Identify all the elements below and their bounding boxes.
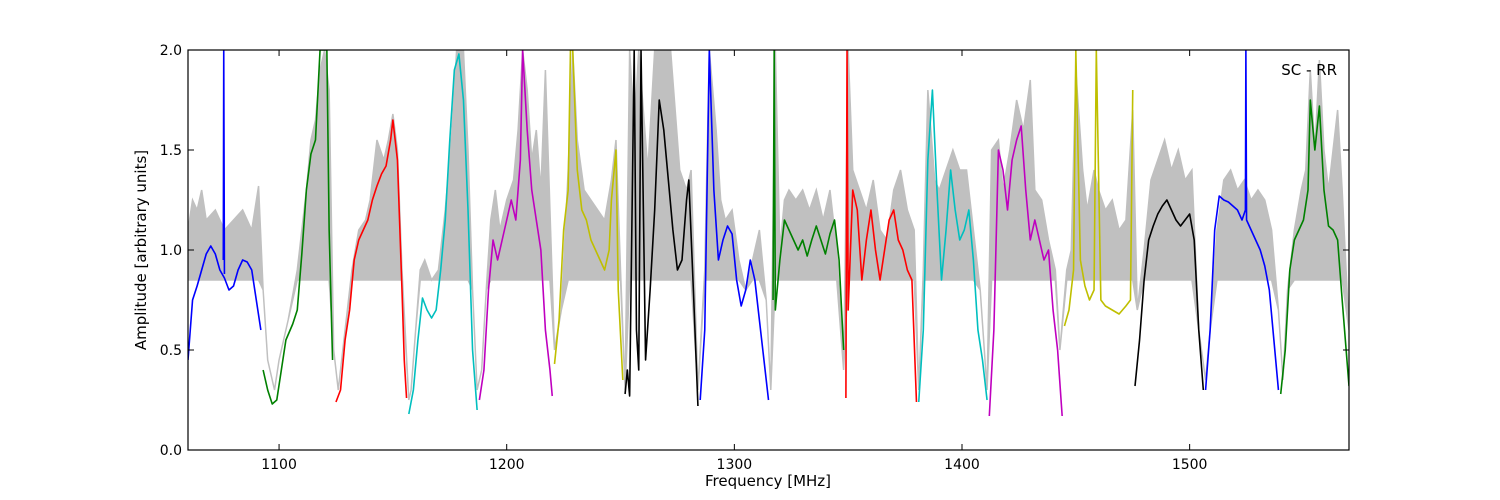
- series-line-0: [188, 245, 262, 361]
- series-line-2: [262, 50, 334, 405]
- y-tick-label-1: 0.5: [160, 343, 182, 359]
- x-axis-label: Frequency [MHz]: [705, 472, 831, 490]
- y-axis: 0.0 0.5 1.0 1.5 2.0: [160, 43, 1349, 459]
- y-axis-label: Amplitude [arbitrary units]: [132, 150, 150, 350]
- x-axis: 1100 1200 1300 1400 1500: [261, 50, 1207, 473]
- x-tick-label-4: 1500: [1172, 457, 1208, 473]
- x-tick-label-3: 1400: [944, 457, 980, 473]
- series-line-7: [624, 50, 699, 407]
- series-line-1: [222, 50, 226, 275]
- x-tick-label-1: 1200: [489, 457, 525, 473]
- raw-envelope: [188, 50, 1349, 401]
- series-line-4: [408, 53, 478, 415]
- series-line-3: [335, 119, 408, 403]
- series-line-13: [1063, 50, 1134, 327]
- series-line-8: [699, 50, 770, 401]
- series-line-14: [1134, 199, 1205, 391]
- series-line-12: [988, 125, 1063, 417]
- series-line-16: [1279, 99, 1349, 395]
- series-line-10: [845, 50, 918, 403]
- x-tick-label-2: 1300: [717, 457, 753, 473]
- plot-area: [188, 50, 1349, 417]
- series-line-9: [772, 50, 845, 351]
- series-line-6: [553, 50, 624, 381]
- series-line-11: [917, 89, 988, 403]
- y-tick-label-4: 2.0: [160, 43, 182, 59]
- y-tick-label-3: 1.5: [160, 143, 182, 159]
- series-line-5: [478, 50, 554, 401]
- y-tick-label-0: 0.0: [160, 443, 182, 459]
- x-tick-label-0: 1100: [261, 457, 297, 473]
- series-annotation: SC - RR: [1281, 61, 1337, 79]
- series-line-15: [1204, 50, 1280, 391]
- y-tick-label-2: 1.0: [160, 243, 182, 259]
